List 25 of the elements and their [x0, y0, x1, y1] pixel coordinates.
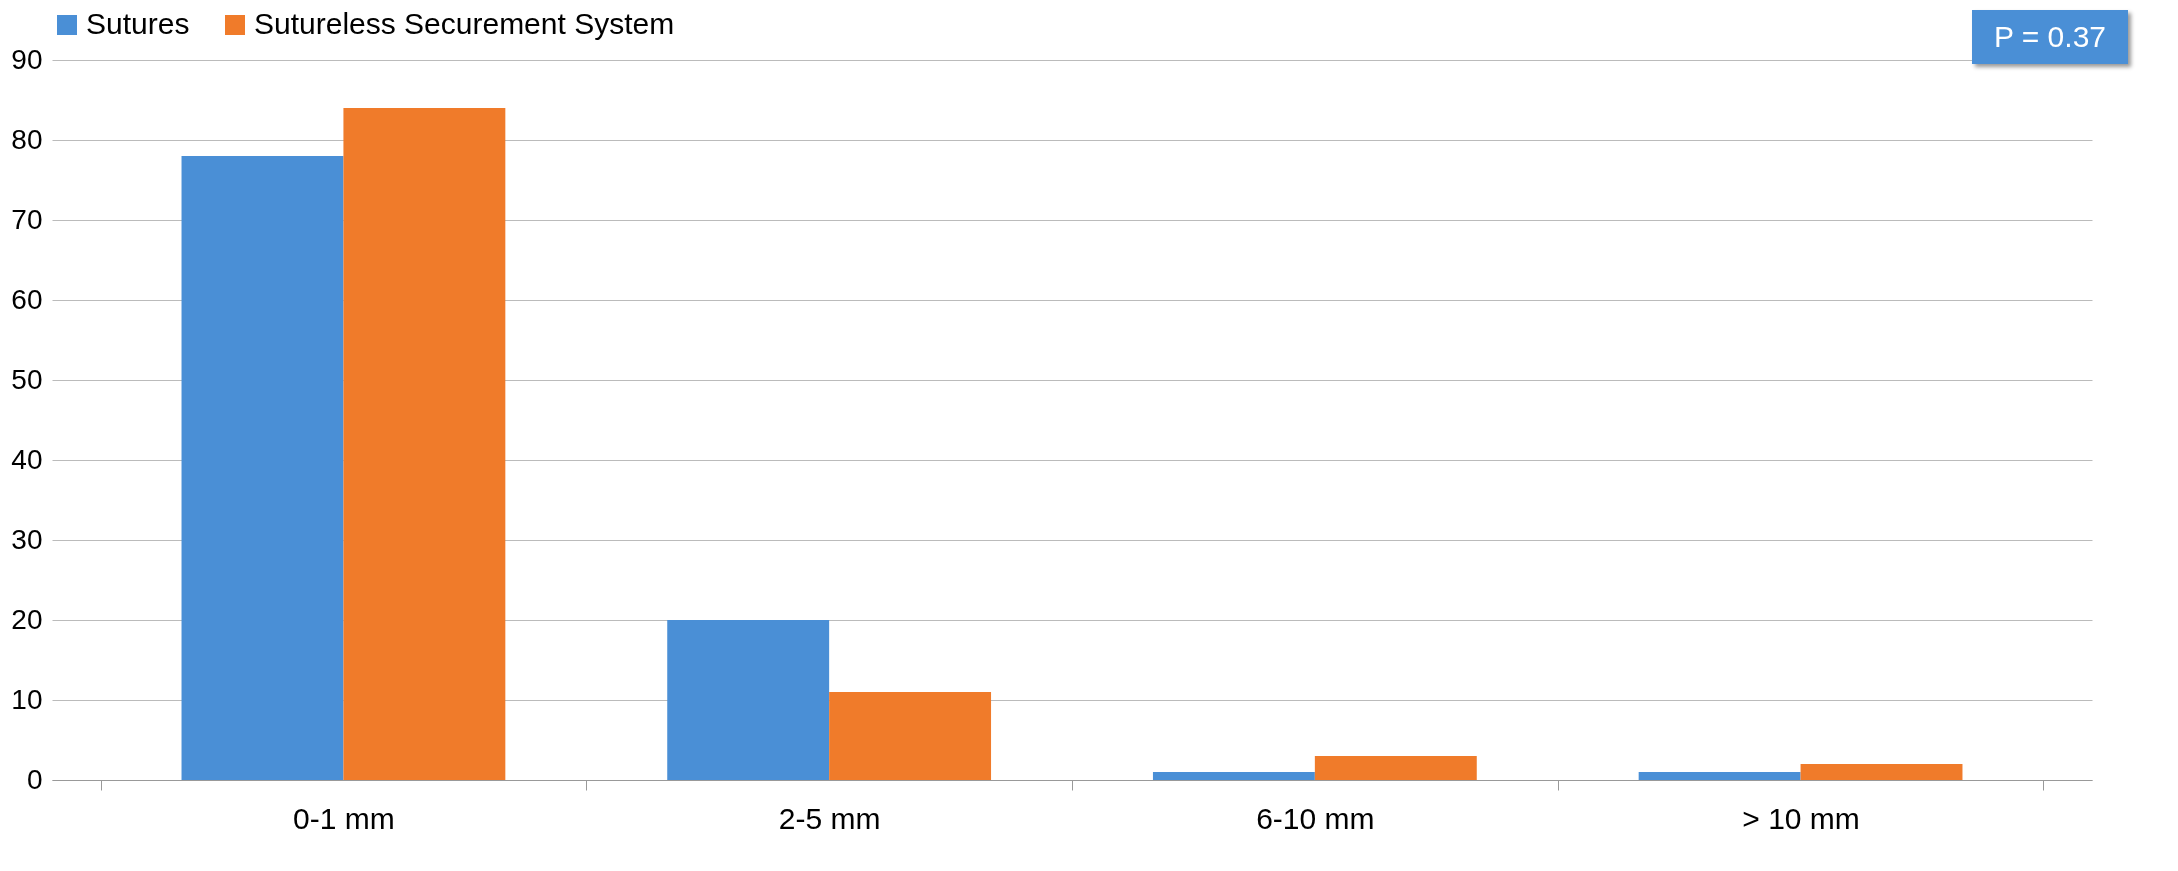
y-tick-label: 20 [11, 603, 43, 635]
y-tick-label: 60 [11, 283, 43, 315]
x-tick-label: 2-5 mm [778, 801, 881, 835]
legend-label: Sutureless Securement System [254, 7, 675, 40]
y-tick-label: 70 [11, 203, 43, 235]
bar [1800, 764, 1963, 780]
y-tick-label: 30 [11, 523, 43, 555]
bar [1152, 772, 1315, 780]
bar [343, 108, 506, 780]
x-tick-label: > 10 mm [1742, 801, 1860, 835]
y-tick-label: 50 [11, 363, 43, 395]
y-tick-label: 40 [11, 443, 43, 475]
y-tick-label: 10 [11, 683, 43, 715]
bar [1638, 772, 1801, 780]
bar [829, 692, 992, 780]
y-tick-label: 80 [11, 123, 43, 155]
y-tick-label: 0 [26, 763, 43, 795]
bar [1314, 756, 1477, 780]
bar [667, 620, 830, 780]
x-tick-label: 0-1 mm [293, 801, 395, 835]
bar [181, 156, 344, 780]
x-tick-label: 6-10 mm [1256, 801, 1375, 835]
y-tick-label: 90 [11, 43, 43, 75]
text: P = 0.37 [1971, 10, 2128, 64]
legend-label: Sutures [86, 7, 190, 40]
